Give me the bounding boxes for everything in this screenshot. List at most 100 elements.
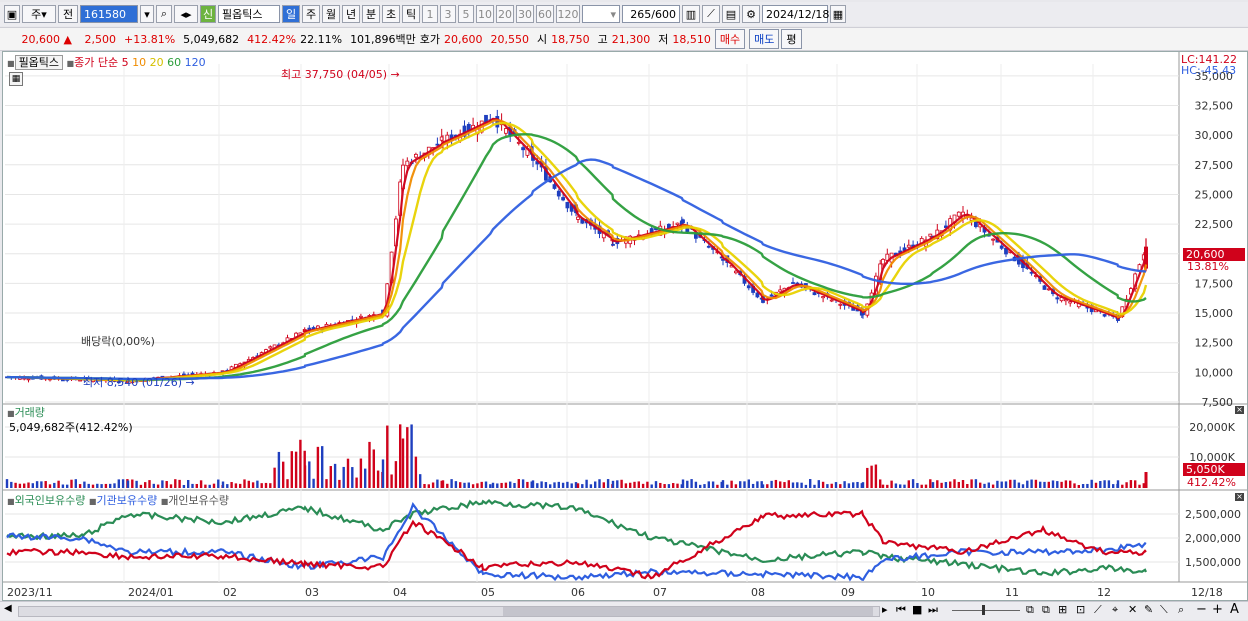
period-second[interactable]: 초 (382, 5, 400, 23)
rewind-icon[interactable]: ⏮ (896, 603, 906, 616)
stock-tab[interactable]: 필옵틱스 (14, 55, 64, 70)
volume-bar (53, 482, 56, 488)
candle-body (681, 219, 685, 224)
stock-code-input[interactable]: 161580 (80, 5, 138, 23)
trend-icon[interactable]: ⟋ (1094, 603, 1102, 616)
layout-icon[interactable]: ⧉ (1026, 603, 1034, 616)
scroll-right-icon[interactable]: ▸ (882, 603, 888, 616)
new-badge: 신 (200, 5, 216, 23)
volume-bar (346, 458, 350, 488)
price-tick-label: 25,000 (1195, 188, 1234, 201)
zoom-slider-handle[interactable] (982, 605, 985, 615)
candle-body (516, 141, 521, 144)
candle-body (26, 378, 31, 381)
period-week[interactable]: 주 (302, 5, 320, 23)
volume-bar (602, 482, 605, 488)
save-icon[interactable]: ▤ (722, 5, 740, 23)
sell-button[interactable]: 매도 (749, 29, 780, 49)
volume-bar (40, 481, 43, 488)
volume-bar (1064, 480, 1068, 488)
volume-bar (536, 483, 539, 488)
search-icon[interactable]: ⌕ (156, 5, 172, 23)
minute-3[interactable]: 3 (440, 5, 456, 23)
volume-bar (104, 483, 108, 488)
volume-bar (931, 482, 935, 488)
candle-body (1004, 247, 1008, 255)
volume-bar (390, 474, 393, 488)
candle-body (734, 270, 738, 274)
date-input[interactable]: 2024/12/18 (762, 5, 829, 23)
chart-type-icon[interactable]: ▥ (682, 5, 700, 23)
candle-body (576, 216, 580, 220)
volume-bar (1086, 483, 1089, 488)
volume-bar (1077, 484, 1080, 488)
table-icon[interactable]: ▦ (9, 72, 23, 86)
minute-20[interactable]: 20 (496, 5, 514, 23)
prev-button[interactable]: 전 (58, 5, 78, 23)
volume-bar (70, 479, 73, 488)
volume-bar (48, 484, 52, 488)
volume-bar (459, 482, 462, 488)
ask-price: 20,600 (444, 32, 483, 46)
gear-icon[interactable]: ⚙ (742, 5, 760, 23)
fast-forward-icon[interactable]: ⏭ (928, 603, 938, 616)
period-month[interactable]: 월 (322, 5, 340, 23)
high-label: 고 (597, 33, 608, 46)
chart-area[interactable]: 35,000 32,500 30,000 27,500 25,000 22,500 20,0… (2, 51, 1248, 601)
candle-body (706, 245, 711, 248)
horizontal-scrollbar[interactable] (18, 606, 880, 617)
volume-close-icon[interactable]: × (1235, 405, 1244, 414)
volume-bar (531, 480, 535, 488)
volume-bar (204, 484, 207, 488)
prev-next-icon[interactable]: ◂▸ (174, 5, 198, 23)
candle-body (61, 379, 65, 382)
buy-button[interactable]: 매수 (714, 29, 746, 49)
font-size-icon[interactable]: A (1230, 602, 1239, 617)
edit-icon[interactable]: ✎ (1144, 603, 1154, 616)
period-day[interactable]: 일 (282, 5, 300, 23)
minute-5[interactable]: 5 (458, 5, 474, 23)
code-dropdown-icon[interactable]: ▾ (140, 5, 154, 23)
stop-icon[interactable]: ■ (912, 603, 923, 616)
volume-bar (1047, 481, 1050, 488)
scroll-thumb[interactable] (503, 607, 873, 616)
ruler-icon[interactable]: ⌖ (1112, 603, 1119, 616)
period-minute[interactable]: 분 (362, 5, 380, 23)
volume-bar (1125, 482, 1128, 488)
zoom-icon[interactable]: ⌕ (1178, 603, 1185, 616)
draw-tool-icon[interactable]: ⟋ (702, 5, 720, 23)
cross-icon[interactable]: ✕ (1128, 603, 1138, 616)
volume-bar (18, 483, 22, 488)
chart-canvas[interactable]: 35,000 32,500 30,000 27,500 25,000 22,500 20,0… (3, 52, 1247, 600)
up-arrow-icon: ▲ (63, 32, 72, 46)
volume-bar (169, 484, 173, 488)
line-icon[interactable]: ⟍ (1160, 603, 1168, 616)
volume-bar (100, 484, 103, 488)
period-tick[interactable]: 틱 (402, 5, 420, 23)
window-icon[interactable]: ▣ (4, 5, 20, 23)
minute-10[interactable]: 10 (476, 5, 494, 23)
calendar-icon[interactable]: ▦ (830, 5, 846, 23)
stock-name-field[interactable]: 필옵틱스 (218, 5, 280, 23)
market-select[interactable]: 주 ▾ (22, 5, 56, 23)
volume-bar (791, 482, 795, 488)
trade-amount: 101,896백만 (350, 33, 416, 46)
period-year[interactable]: 년 (342, 5, 360, 23)
scroll-left-icon[interactable]: ◀ (4, 603, 12, 614)
eval-button[interactable]: 평 (781, 29, 802, 49)
volume-bar (766, 484, 769, 488)
zoom-out-icon[interactable]: − (1196, 602, 1207, 617)
grid-icon[interactable]: ⊞ (1058, 603, 1068, 616)
count-input[interactable]: 265/600 (622, 5, 680, 23)
holdings-close-icon[interactable]: × (1235, 492, 1244, 501)
crosshair-icon[interactable]: ⊡ (1076, 603, 1086, 616)
minute-1[interactable]: 1 (422, 5, 438, 23)
minute-custom-select[interactable]: ▾ (582, 5, 620, 23)
zoom-slider[interactable] (952, 610, 1020, 611)
minute-30[interactable]: 30 (516, 5, 534, 23)
minute-120[interactable]: 120 (556, 5, 580, 23)
copy-icon[interactable]: ⧉ (1042, 603, 1050, 616)
volume-bar (899, 484, 902, 488)
minute-60[interactable]: 60 (536, 5, 554, 23)
zoom-in-icon[interactable]: + (1212, 602, 1223, 617)
